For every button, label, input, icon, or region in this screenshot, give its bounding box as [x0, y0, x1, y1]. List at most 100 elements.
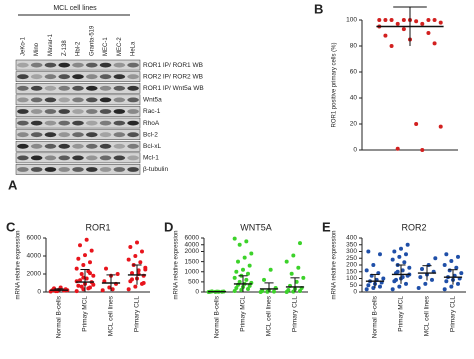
- blot-band: [30, 143, 43, 149]
- blot-band: [99, 120, 112, 126]
- y-tick-label: 1000: [185, 268, 200, 275]
- data-point: [395, 269, 400, 274]
- data-point: [403, 281, 408, 286]
- data-point: [78, 278, 83, 283]
- y-tick-label: 100: [346, 17, 357, 24]
- data-point: [392, 249, 397, 254]
- blot-band: [58, 97, 71, 103]
- blot-band: [99, 62, 112, 68]
- data-point: [301, 275, 306, 280]
- data-point: [371, 263, 376, 267]
- data-point: [364, 268, 369, 273]
- y-tick-label: 2000: [27, 271, 42, 278]
- blot-strip: [15, 106, 141, 117]
- x-tick-label: Normal B-cells: [56, 295, 63, 338]
- data-point: [407, 265, 412, 270]
- chart-title: ROR1: [85, 222, 110, 232]
- data-point: [138, 260, 143, 265]
- data-point: [426, 31, 431, 35]
- data-point: [294, 279, 299, 284]
- blot-band: [72, 97, 84, 103]
- blot-band: [17, 155, 29, 161]
- data-point: [366, 283, 371, 288]
- y-tick-label: 40: [350, 95, 358, 102]
- blot-band: [85, 120, 98, 126]
- blot-band: [85, 85, 98, 91]
- y-axis-label: mRNA relative expression: [174, 230, 180, 299]
- data-point: [459, 271, 464, 276]
- data-point: [401, 27, 406, 32]
- data-point: [84, 276, 89, 281]
- data-point: [447, 268, 452, 273]
- row-label: Rac-1: [143, 108, 161, 115]
- blot-band: [127, 85, 139, 91]
- blot-band: [99, 132, 112, 138]
- data-point: [377, 284, 382, 289]
- data-point: [389, 44, 394, 48]
- data-point: [414, 19, 419, 24]
- blot-band: [30, 132, 43, 138]
- data-point: [135, 240, 139, 245]
- panel-label: D: [164, 219, 173, 234]
- data-point: [405, 242, 410, 247]
- data-point: [432, 41, 437, 46]
- blot-band: [85, 62, 98, 68]
- blot-band: [72, 62, 84, 68]
- data-point: [381, 276, 386, 281]
- blot-band: [17, 85, 29, 91]
- data-point: [426, 18, 431, 22]
- row-label: Bcl-xL: [143, 143, 161, 150]
- data-point: [389, 18, 394, 22]
- blot-band: [44, 74, 57, 80]
- y-tick-label: 80: [350, 43, 358, 50]
- data-point: [401, 18, 406, 22]
- data-point: [455, 281, 460, 286]
- blot-band: [85, 97, 98, 103]
- blot-band: [17, 109, 29, 114]
- data-point: [400, 275, 405, 280]
- y-tick-label: 6000: [27, 235, 42, 242]
- data-point: [239, 287, 244, 292]
- data-point: [271, 289, 276, 294]
- blot-band: [72, 132, 84, 138]
- y-tick-label: 0: [195, 289, 199, 296]
- blot-header: MCL cell lines: [53, 5, 97, 12]
- data-point: [102, 279, 107, 284]
- blot-band: [58, 74, 71, 80]
- blot-band: [85, 74, 98, 80]
- x-tick-label: MCL cell lines: [108, 295, 115, 336]
- row-label: Wnt5a: [143, 97, 162, 104]
- blot-band: [58, 85, 71, 91]
- data-point: [79, 284, 84, 289]
- data-point: [232, 236, 237, 241]
- blot-band: [113, 97, 126, 103]
- data-point: [289, 271, 294, 276]
- blot-band: [30, 120, 43, 126]
- data-point: [128, 245, 133, 249]
- data-point: [433, 256, 438, 261]
- row-label: Mcl-1: [143, 155, 159, 162]
- x-tick-label: MCL cell lines: [266, 295, 273, 336]
- data-point: [414, 122, 419, 126]
- data-point: [377, 252, 382, 257]
- row-label: ROR2 IP/ ROR2 WB: [143, 73, 203, 80]
- data-point: [236, 259, 241, 264]
- data-point: [449, 258, 454, 263]
- data-point: [245, 271, 250, 276]
- blot-band: [17, 167, 29, 172]
- data-point: [444, 252, 449, 257]
- data-point: [139, 249, 144, 254]
- data-point: [237, 242, 242, 247]
- data-point: [444, 279, 449, 284]
- data-point: [400, 268, 405, 273]
- y-tick-label: 250: [346, 255, 357, 262]
- data-point: [438, 124, 443, 129]
- y-tick-label: 60: [350, 69, 358, 76]
- data-point: [284, 259, 289, 264]
- blot-band: [113, 167, 126, 172]
- blot-band: [72, 120, 84, 126]
- data-point: [143, 267, 148, 272]
- blot-band: [44, 109, 57, 114]
- y-tick-label: 0: [353, 147, 357, 154]
- blot-band: [127, 74, 139, 80]
